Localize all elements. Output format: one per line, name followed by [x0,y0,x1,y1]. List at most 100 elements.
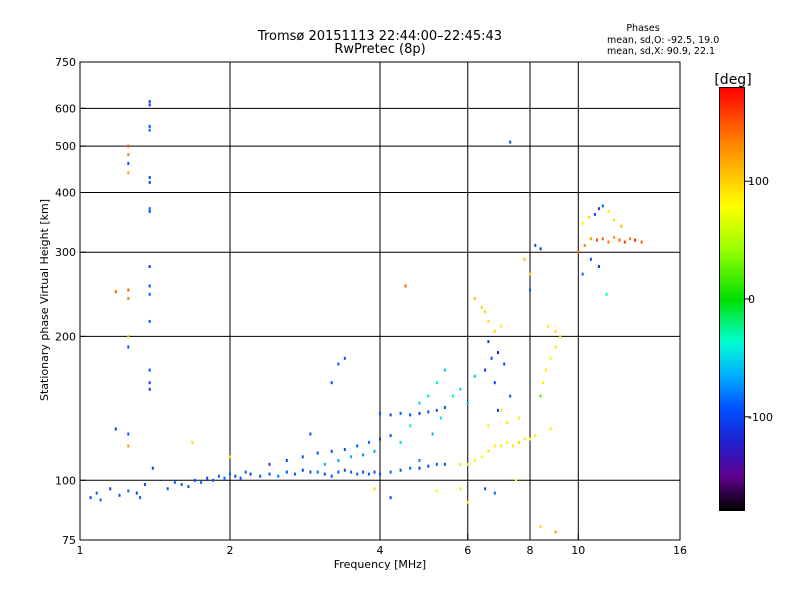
data-point [427,464,430,468]
data-point [497,351,499,355]
data-point [293,472,296,476]
data-point [356,444,359,448]
data-point [523,437,526,441]
y-tick-label: 400 [55,186,76,199]
data-point [148,387,151,391]
x-tick-label: 6 [464,544,471,557]
data-point [127,334,130,338]
data-point [623,240,626,244]
data-point [89,496,92,500]
data-point [148,128,151,132]
data-point [389,470,392,474]
data-point [554,329,557,333]
data-point [229,472,231,476]
data-point [379,472,381,476]
data-point [559,334,562,338]
data-point [544,368,547,372]
data-point [350,455,353,459]
data-point [493,329,496,333]
x-tick-label: 8 [527,544,534,557]
data-point [503,362,506,366]
y-axis-label: Stationary phase Virtual Height [km] [38,199,51,401]
data-point [127,432,130,436]
data-point [212,478,215,482]
x-tick-label: 16 [673,544,687,557]
data-point [362,453,365,457]
data-point [301,468,304,472]
data-point [316,451,319,455]
data-point [389,413,392,417]
data-point [337,470,340,474]
data-point [350,470,353,474]
data-point [373,470,376,474]
data-point [127,153,130,157]
data-point [431,432,434,436]
data-point [500,444,503,448]
data-point [148,180,151,184]
data-point [373,449,376,453]
data-point [316,470,319,474]
data-point [539,247,542,251]
data-point [244,470,247,474]
y-axis-ticks: 75 100 200 300 400 500 600 750 [55,56,86,547]
data-point [367,440,370,444]
data-point [601,237,604,241]
data-point [418,411,421,415]
colorbar-ticks: 100 0 -100 [745,175,773,424]
data-point [439,416,442,420]
data-point [409,466,412,470]
data-point [148,103,151,107]
data-point [435,381,438,385]
data-point [135,491,138,495]
data-point [435,489,438,493]
data-point [497,408,499,412]
data-point [356,472,359,476]
data-point [180,483,183,486]
data-point [330,449,333,453]
data-point [597,207,600,211]
y-tick-label: 500 [55,140,76,153]
data-point [583,243,586,247]
data-point [459,462,462,466]
data-point [148,176,151,179]
data-point [367,472,370,476]
y-tick-label: 750 [55,56,76,69]
data-point [466,462,469,466]
data-point [151,466,154,470]
data-point [487,424,490,428]
data-point [118,493,121,497]
data-point [148,207,151,211]
data-point [409,424,412,428]
data-point [143,483,146,486]
data-point [640,240,643,244]
colorbar-unit-label: [deg] [714,72,751,88]
data-point [404,284,407,288]
data-point [148,124,151,128]
data-point [484,368,487,372]
data-point [607,240,610,244]
data-point [148,368,151,372]
data-point [409,413,412,417]
data-point [166,487,169,491]
data-point [581,221,584,225]
data-point [466,500,469,504]
data-point [285,470,288,474]
x-tick-label: 10 [571,544,585,557]
data-point [534,243,537,247]
data-point [343,448,346,451]
data-point [268,462,271,466]
data-point [589,257,592,261]
data-point [517,440,520,444]
data-point [259,474,262,478]
y-tick-label: 100 [55,474,76,487]
data-point [595,238,598,242]
data-point [148,265,151,268]
data-point [379,411,381,415]
data-point [506,440,509,444]
data-point [223,476,226,480]
data-point [443,368,446,372]
data-point [613,218,616,222]
data-point [109,487,112,491]
data-point [127,489,130,493]
data-point [515,478,517,482]
